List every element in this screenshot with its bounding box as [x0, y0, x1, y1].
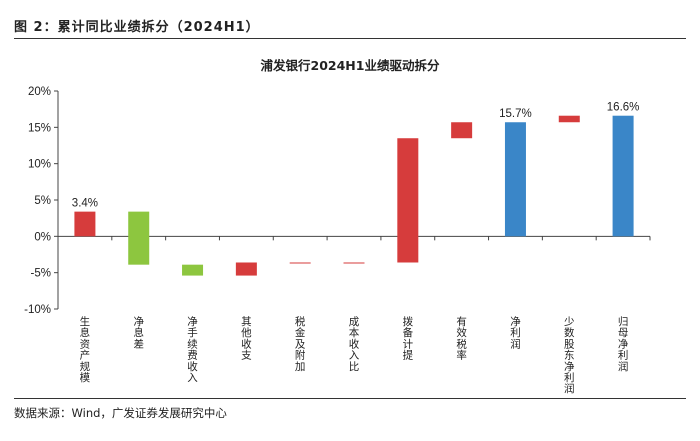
bar-1	[74, 211, 96, 237]
bar-8	[451, 122, 473, 139]
y-tick-label: 10%	[28, 159, 51, 171]
category-label: 税金及附加	[295, 315, 306, 373]
category-label: 净利润	[510, 315, 521, 350]
category-label: 归母净利润	[618, 315, 629, 373]
bar-4	[235, 262, 257, 276]
category-label: 少数股东净利润	[564, 316, 575, 395]
data-label: 3.4%	[72, 198, 98, 210]
y-tick-label: 0%	[34, 231, 51, 243]
y-tick-label: 20%	[28, 86, 51, 98]
bar-6	[343, 262, 365, 264]
footer-rule	[14, 398, 686, 399]
category-label: 拨备计提	[403, 315, 414, 362]
source-note: 数据来源：Wind，广发证券发展研究中心	[14, 406, 227, 420]
y-tick-label: 5%	[34, 195, 51, 207]
data-label: 15.7%	[499, 108, 532, 120]
category-label: 其他收支	[241, 316, 252, 362]
y-tick-label: -5%	[31, 268, 51, 280]
bar-3	[182, 264, 204, 276]
bar-2	[128, 211, 150, 265]
category-label: 生息资产规模	[80, 315, 91, 384]
chart-title: 浦发银行2024H1业绩驱动拆分	[261, 58, 440, 73]
y-tick-label: -10%	[24, 304, 51, 316]
category-label: 有效税率	[456, 315, 467, 362]
figure-header: 图 2：累计同比业绩拆分（2024H1）	[14, 14, 686, 39]
category-label: 净手续费收入	[187, 315, 198, 384]
bar-10	[558, 115, 580, 123]
bar-7	[397, 138, 419, 263]
header-rule	[14, 38, 686, 39]
data-label: 16.6%	[607, 102, 640, 114]
chart-bars	[74, 115, 634, 276]
figure-footer: 数据来源：Wind，广发证券发展研究中心	[14, 398, 686, 421]
waterfall-chart: 浦发银行2024H1业绩驱动拆分 20% 15% 10% 5% 0% -5% -10% 3.…	[24, 58, 651, 395]
y-tick-label: 15%	[28, 122, 51, 134]
chart-axes: 20% 15% 10% 5% 0% -5% -10%	[24, 86, 651, 316]
bar-11	[612, 115, 634, 237]
category-label: 净息差	[133, 315, 144, 350]
bar-9	[504, 122, 526, 237]
category-label: 成本收入比	[349, 316, 360, 373]
bar-5	[289, 262, 311, 264]
figure-label: 图 2：累计同比业绩拆分（2024H1）	[14, 20, 260, 35]
chart-labels: 3.4% 15.7% 16.6% 生息资产规模 净息差 净手续费收入 其他收支 税金及附加 成本…	[72, 102, 640, 395]
